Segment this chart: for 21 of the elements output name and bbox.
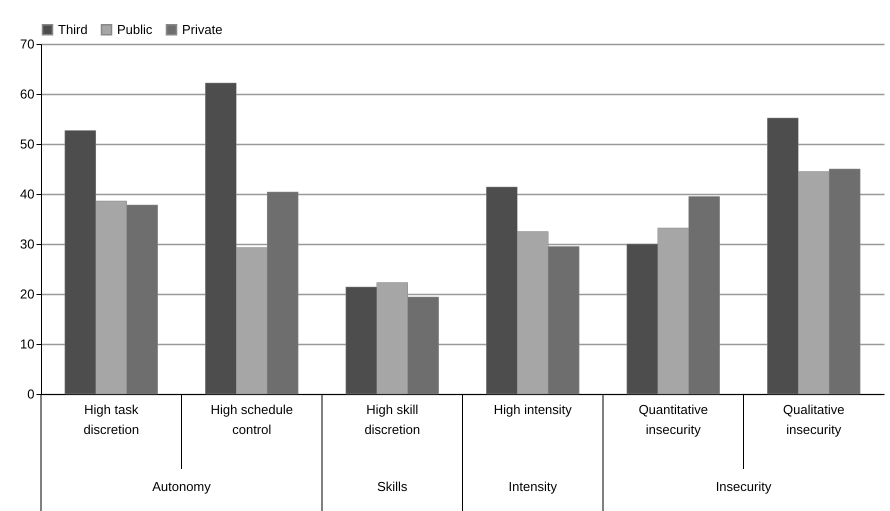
text: Autonomy	[152, 479, 212, 494]
x-tick-label: High task discretion	[83, 402, 140, 437]
text: Skills	[377, 479, 408, 494]
y-tick-label: 60	[20, 86, 34, 102]
legend-label: Third	[58, 22, 88, 37]
legend-label: Private	[182, 22, 222, 37]
x-tick-label: High skill discretion	[364, 402, 420, 437]
y-tick-label: 0	[27, 386, 34, 402]
y-tick-label: 30	[20, 236, 34, 252]
y-tick-label: 10	[20, 336, 34, 352]
text: Insecurity	[716, 479, 772, 494]
x-tick-label: High intensity	[494, 402, 572, 417]
y-tick-label: 70	[20, 36, 34, 52]
x-tick-label: High schedule control	[210, 402, 293, 437]
y-tick-label: 40	[20, 186, 34, 202]
x-tick-label: Qualitative insecurity	[783, 402, 844, 437]
y-tick-label: 50	[20, 136, 34, 152]
legend-label: Public	[117, 22, 153, 37]
text: Intensity	[508, 479, 558, 494]
y-tick-label: 20	[20, 286, 34, 302]
x-tick-label: Quantitative insecurity	[638, 402, 708, 437]
